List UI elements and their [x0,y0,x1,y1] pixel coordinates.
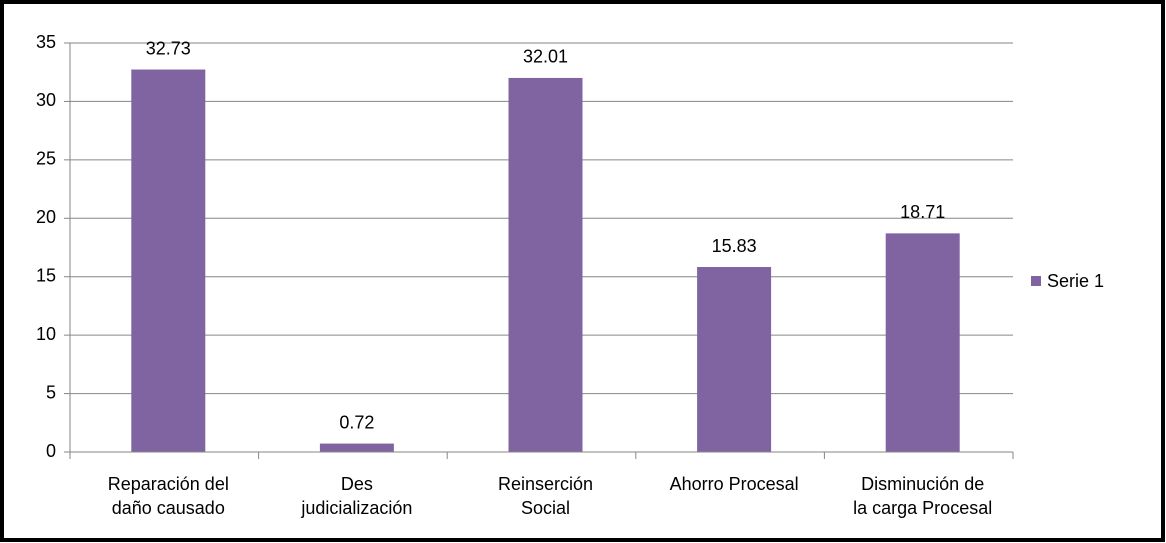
x-tick-label: Reinserción Social [497,474,594,518]
y-tick-label: 10 [36,324,56,344]
y-tick-label: 30 [36,90,56,110]
y-tick-label: 35 [36,32,56,52]
y-tick-label: 25 [36,149,56,169]
x-tick-label: Reparación del daño causado [107,474,229,518]
data-label: 18.71 [900,202,945,222]
data-label: 15.83 [712,236,757,256]
y-tick-label: 0 [46,441,56,461]
bar [319,443,394,452]
data-label: 32.01 [523,47,568,67]
bar [885,233,960,452]
x-tick-label: Des judicialización [301,474,413,518]
x-tick-label: Ahorro Procesal [669,474,799,494]
y-tick-label: 20 [36,207,56,227]
x-tick-label: Disminución de la carga Procesal [853,474,993,518]
bar [131,69,206,452]
data-label: 0.72 [339,412,374,432]
y-tick-label: 15 [36,265,56,285]
bar [697,267,772,452]
legend-swatch [1031,276,1041,286]
y-tick-label: 5 [46,382,56,402]
data-label: 32.73 [146,38,191,58]
legend-label: Serie 1 [1047,271,1104,291]
bar [508,77,583,453]
